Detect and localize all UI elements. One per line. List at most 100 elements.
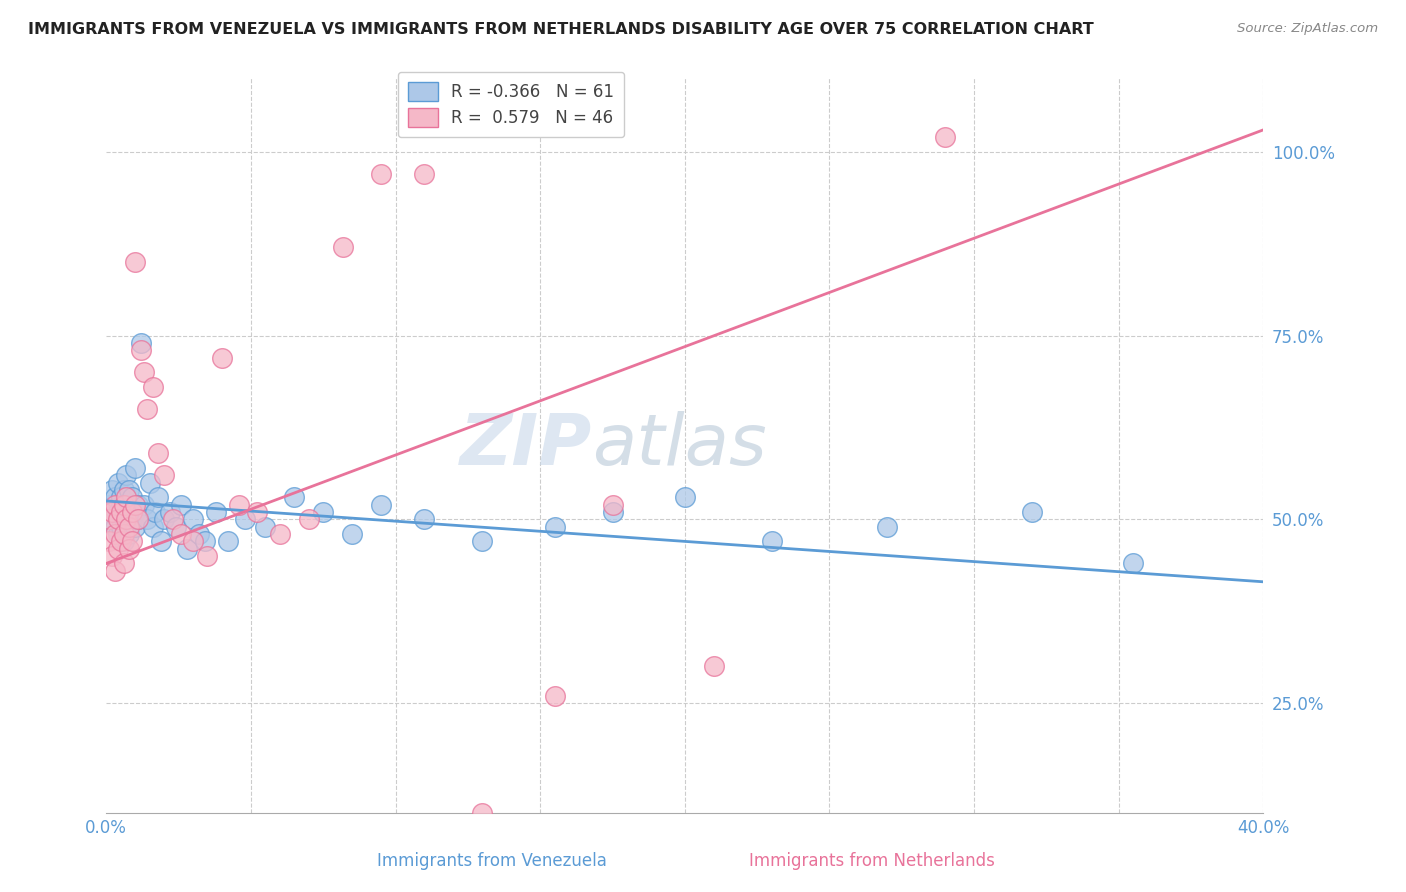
Point (165, 519, 187, 533)
Point (124, 255, 146, 269)
Point (101, 505, 124, 519)
Point (187, 527, 209, 541)
Point (110, 505, 132, 519)
Point (110, 498, 132, 512)
Point (110, 534, 132, 549)
Point (132, 365, 155, 379)
Point (159, 505, 181, 519)
Point (370, 167, 392, 181)
Point (104, 519, 127, 533)
Point (101, 512, 124, 526)
Point (98, 534, 121, 549)
Point (761, 534, 783, 549)
Point (107, 475, 129, 490)
Text: IMMIGRANTS FROM VENEZUELA VS IMMIGRANTS FROM NETHERLANDS DISABILITY AGE OVER 75 : IMMIGRANTS FROM VENEZUELA VS IMMIGRANTS … (28, 22, 1094, 37)
Point (283, 490, 305, 504)
Point (127, 498, 149, 512)
Point (673, 490, 696, 504)
Point (197, 549, 219, 563)
Point (332, 240, 354, 254)
Point (228, 498, 250, 512)
Point (194, 534, 217, 549)
Point (471, 534, 494, 549)
Point (233, 512, 256, 526)
Point (124, 505, 146, 519)
Point (112, 527, 135, 541)
Point (1122, 557, 1144, 571)
Point (101, 549, 124, 563)
Point (145, 505, 167, 519)
Text: ZIP: ZIP (460, 411, 592, 481)
Point (115, 519, 138, 533)
Point (135, 402, 157, 417)
Point (148, 446, 170, 460)
Point (150, 534, 173, 549)
Point (118, 505, 141, 519)
Point (132, 498, 155, 512)
Point (471, 806, 494, 821)
Point (135, 512, 157, 526)
Point (170, 527, 193, 541)
Point (127, 512, 149, 526)
Point (112, 483, 135, 497)
Point (112, 534, 135, 549)
Text: Source: ZipAtlas.com: Source: ZipAtlas.com (1237, 22, 1378, 36)
Text: Immigrants from Netherlands: Immigrants from Netherlands (749, 852, 994, 870)
Point (110, 505, 132, 519)
Point (129, 343, 152, 358)
Point (104, 527, 127, 541)
Point (934, 130, 956, 145)
Point (118, 483, 141, 497)
Point (162, 512, 184, 526)
Point (124, 498, 146, 512)
Point (118, 541, 141, 556)
Point (124, 519, 146, 533)
Point (118, 527, 141, 541)
Point (104, 564, 127, 578)
Point (112, 498, 135, 512)
Text: atlas: atlas (592, 411, 766, 481)
Point (107, 541, 129, 556)
Point (340, 527, 363, 541)
Point (413, 167, 436, 181)
Point (876, 519, 898, 533)
Point (602, 505, 624, 519)
Point (170, 498, 193, 512)
Point (115, 512, 138, 526)
Point (141, 380, 163, 394)
Point (118, 519, 141, 533)
Point (98, 498, 121, 512)
Point (298, 512, 321, 526)
Point (115, 490, 138, 504)
Point (104, 498, 127, 512)
Point (115, 498, 138, 512)
Point (217, 534, 239, 549)
Point (1021, 505, 1043, 519)
Point (543, 519, 565, 533)
Point (181, 512, 204, 526)
Point (543, 689, 565, 703)
Point (101, 483, 124, 497)
Point (141, 519, 163, 533)
Point (129, 335, 152, 350)
Point (153, 468, 176, 483)
Point (112, 557, 135, 571)
Point (121, 534, 143, 549)
Point (121, 505, 143, 519)
Point (602, 498, 624, 512)
Point (107, 512, 129, 526)
Point (115, 468, 138, 483)
Point (413, 512, 436, 526)
Point (181, 534, 204, 549)
Point (121, 512, 143, 526)
Point (176, 541, 198, 556)
Point (110, 519, 132, 533)
Point (153, 512, 176, 526)
Point (121, 490, 143, 504)
Point (703, 659, 725, 673)
Text: Immigrants from Venezuela: Immigrants from Venezuela (377, 852, 607, 870)
Point (107, 527, 129, 541)
Point (124, 461, 146, 475)
Point (269, 527, 291, 541)
Point (104, 490, 127, 504)
